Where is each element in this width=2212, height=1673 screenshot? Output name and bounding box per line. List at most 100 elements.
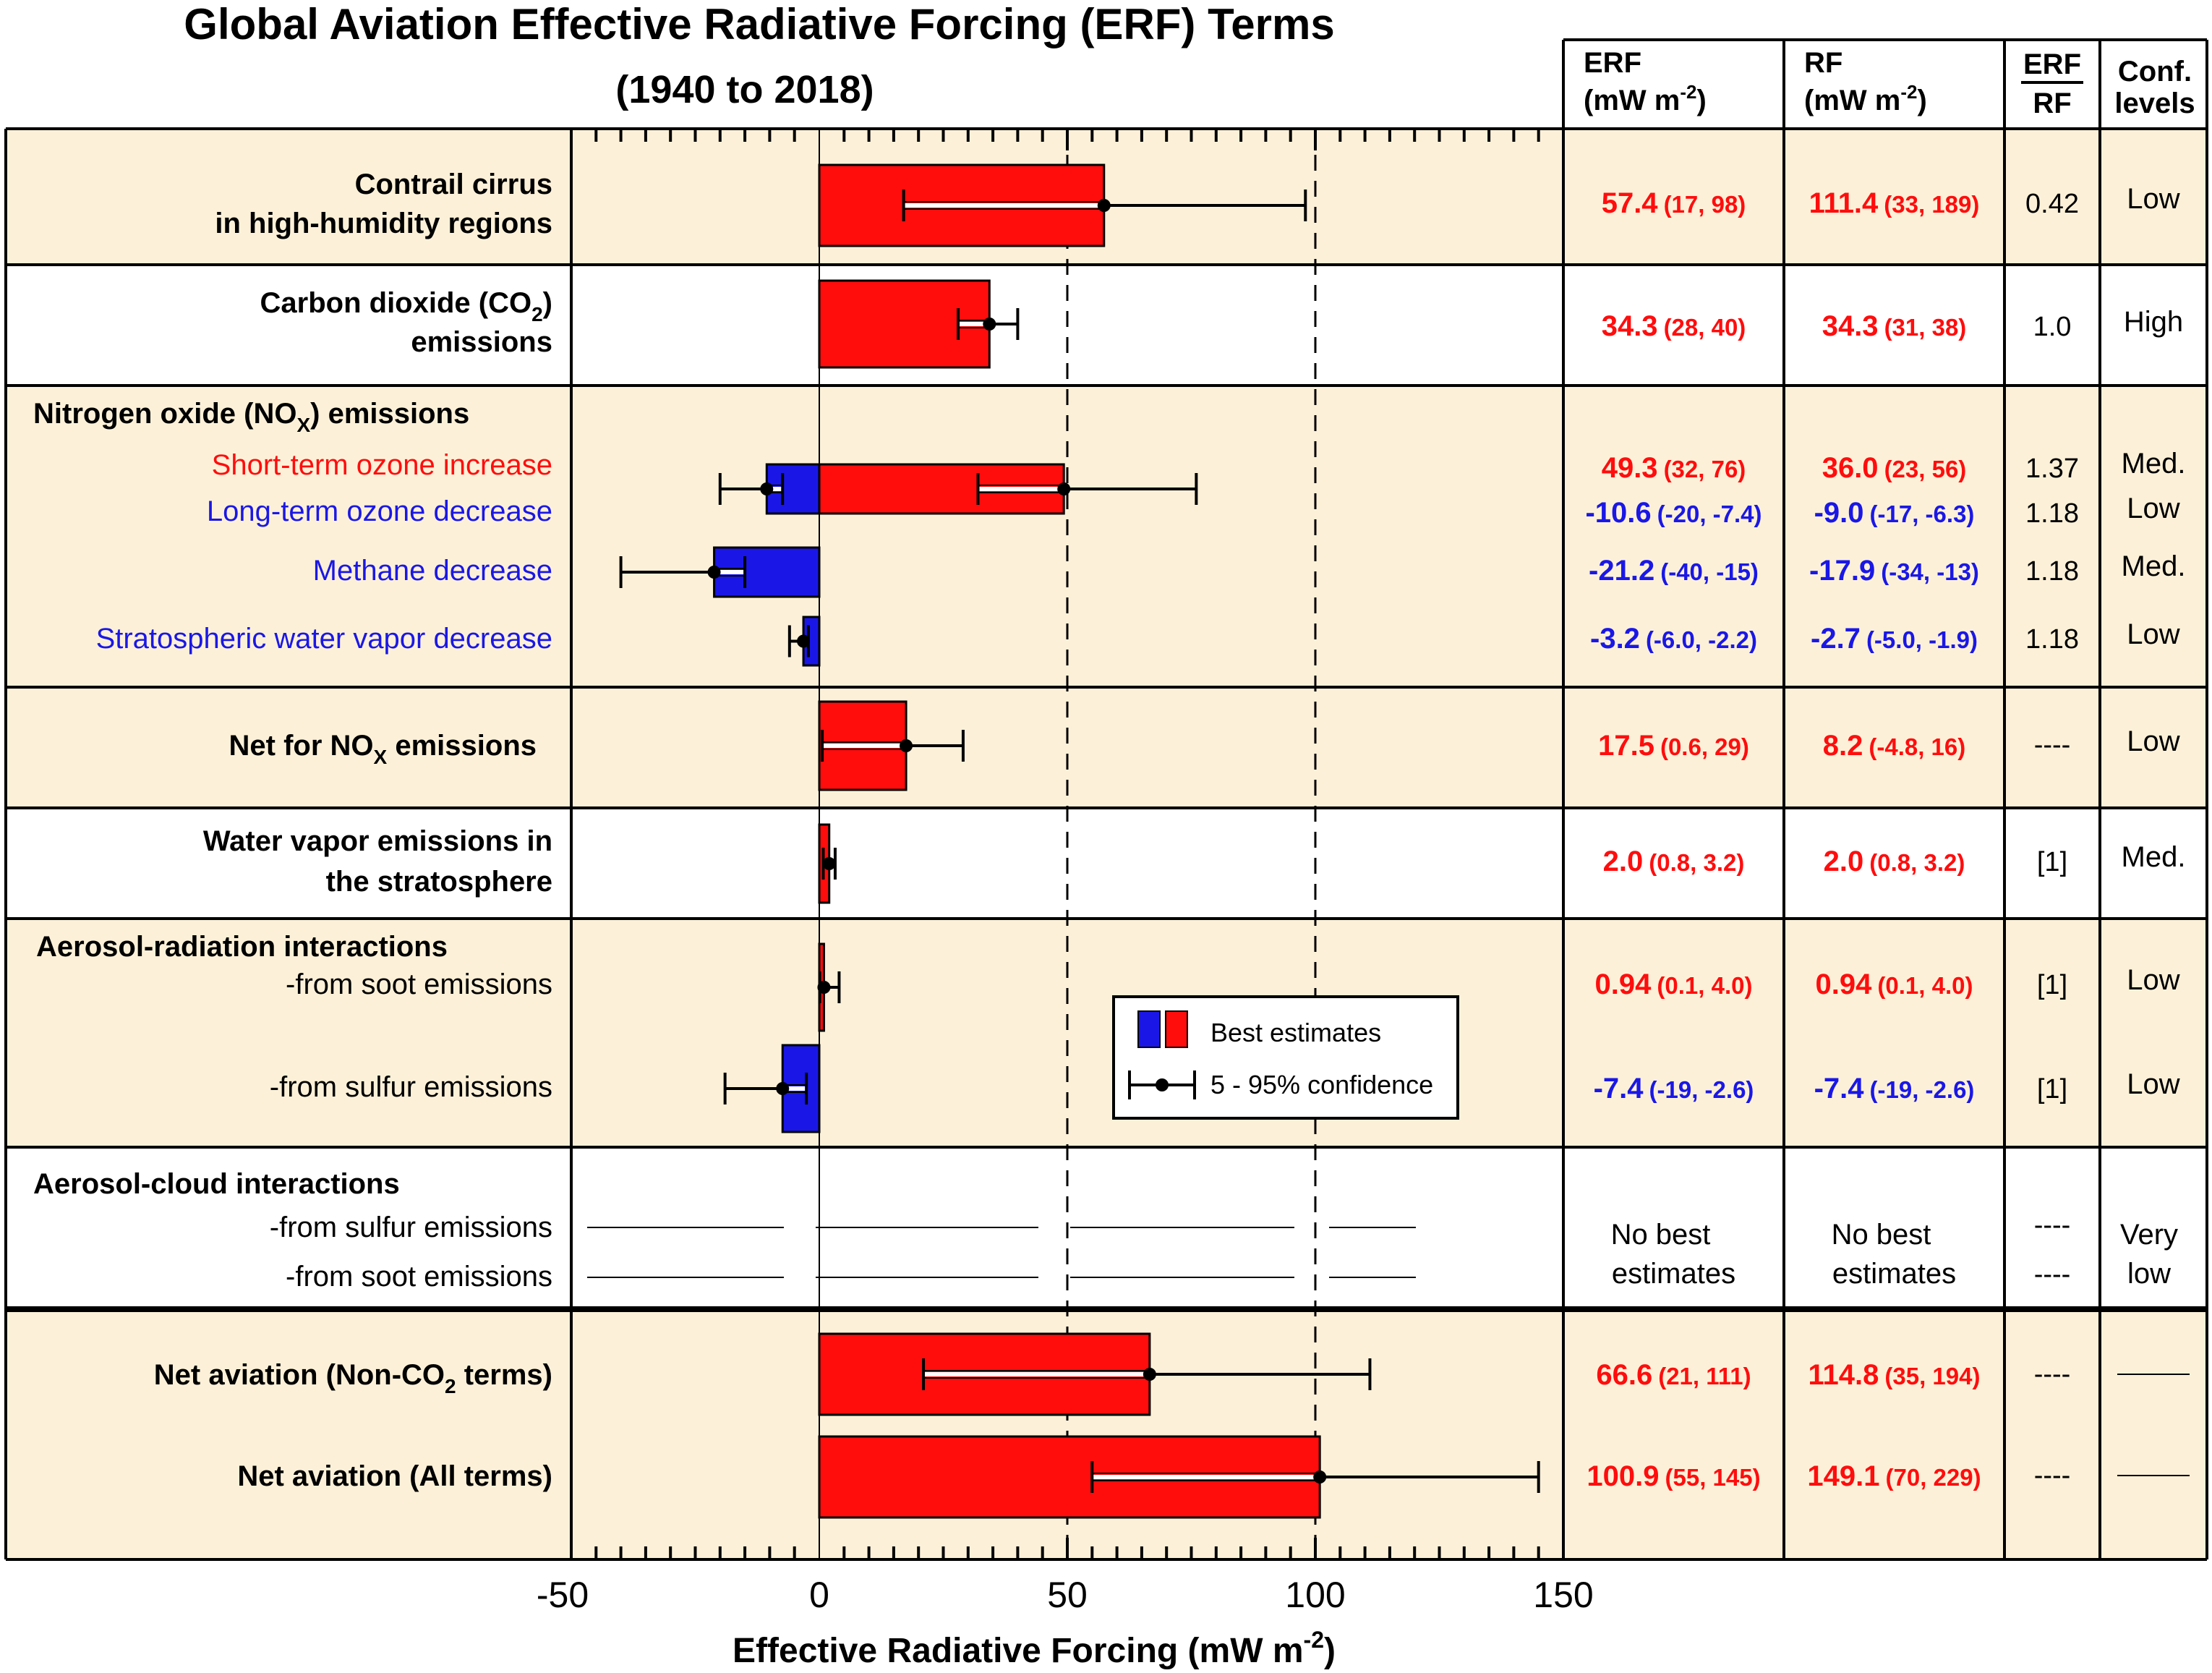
x-tick-label-0: -50 (537, 1575, 589, 1615)
label-long-term-ozone: Long-term ozone decrease (207, 495, 552, 527)
conf-header-top: Conf. (2118, 56, 2192, 88)
rf-value-4: -17.9 (-34, -13) (1809, 555, 1979, 587)
erf-value-9: -7.4 (-19, -2.6) (1594, 1073, 1754, 1104)
erf-range-4: (-40, -15) (1660, 558, 1759, 585)
x-tick-label-2: 50 (1047, 1575, 1088, 1615)
ratio-value-0: 0.42 (2025, 189, 2079, 219)
conf-value-4: Med. (2122, 550, 2186, 582)
x-tick-label-3: 100 (1285, 1575, 1345, 1615)
erf-range-10: (21, 111) (1658, 1363, 1751, 1389)
label-water-vapor-line1: Water vapor emissions in (203, 825, 552, 857)
rf-value-1: 34.3 (31, 38) (1822, 310, 1967, 342)
label-nox-sub: X (296, 414, 310, 436)
legend-swatch-positive (1165, 1010, 1188, 1048)
rf-best-9: -7.4 (1814, 1073, 1865, 1104)
ratio-value-6: ---- (2034, 730, 2071, 760)
conf-value-9: Low (2127, 1068, 2179, 1100)
ratio-value-4: 1.18 (2025, 556, 2079, 587)
aerosol-cloud-section: No best estimates No best estimates ---- ----… (587, 1210, 2178, 1290)
label-net-aviation-nonco2-main: Net aviation (Non-CO (154, 1359, 445, 1391)
aer-cloud-erf-text1: No best (1611, 1219, 1711, 1251)
label-aer-rad-sulfur: -from sulfur emissions (270, 1071, 552, 1103)
rf-range-7: (0.8, 3.2) (1869, 849, 1965, 876)
errorbar-dot-0 (1097, 199, 1111, 212)
erf-range-3: (-20, -7.4) (1657, 501, 1762, 527)
legend-bars-label: Best estimates (1210, 1018, 1381, 1047)
label-co2-line1: Carbon dioxide (CO2) (260, 287, 552, 325)
erf-range-1: (28, 40) (1664, 314, 1746, 341)
erf-range-0: (17, 98) (1664, 191, 1746, 218)
rf-best-6: 8.2 (1823, 730, 1863, 762)
label-co2-tail: ) (543, 287, 552, 319)
ratio-value-9: [1] (2037, 1074, 2067, 1104)
erf-value-11: 100.9 (55, 145) (1587, 1460, 1760, 1492)
ratio-value-1: 1.0 (2033, 312, 2072, 342)
legend: Best estimates 5 - 95% confidence (1112, 995, 1459, 1120)
rf-range-9: (-19, -2.6) (1870, 1076, 1975, 1103)
errorbar-dot-2 (1057, 482, 1071, 495)
label-nox-main: Nitrogen oxide (NO (33, 398, 296, 430)
ratio-value-7: [1] (2037, 847, 2067, 877)
rf-range-5: (-5.0, -1.9) (1866, 626, 1978, 653)
rf-best-7: 2.0 (1824, 846, 1864, 877)
rf-value-7: 2.0 (0.8, 3.2) (1824, 846, 1965, 877)
label-net-nox: Net for NOX emissions (229, 730, 537, 768)
aer-cloud-erf-text2: estimates (1612, 1258, 1735, 1290)
aer-cloud-conf1: Very (2120, 1219, 2178, 1251)
label-net-nox-sub: X (374, 746, 388, 768)
aer-cloud-ratio1: ---- (2034, 1210, 2071, 1240)
erf-best-9: -7.4 (1594, 1073, 1644, 1104)
conf-value-5: Low (2127, 618, 2179, 650)
legend-swatch-negative (1137, 1010, 1161, 1048)
errorbar-dot-6 (900, 739, 913, 752)
rf-best-1: 34.3 (1822, 310, 1879, 342)
erf-value-0: 57.4 (17, 98) (1602, 187, 1746, 219)
label-aerosol-cloud-heading: Aerosol-cloud interactions (33, 1168, 400, 1200)
data-marks (619, 163, 1540, 1519)
panel-bg-3 (6, 687, 2207, 808)
erf-best-3: -10.6 (1585, 497, 1651, 529)
label-net-nox-main: Net for NO (229, 730, 374, 762)
label-nox-tail: ) emissions (310, 398, 469, 430)
erf-range-6: (0.6, 29) (1660, 733, 1749, 760)
erf-value-2: 49.3 (32, 76) (1602, 452, 1746, 484)
panel-bg-2 (6, 386, 2207, 687)
rf-range-6: (-4.8, 16) (1869, 733, 1965, 760)
erf-value-7: 2.0 (0.8, 3.2) (1603, 846, 1745, 877)
errorbar-dot-10 (1143, 1368, 1156, 1381)
row-labels: Contrail cirrus in high-humidity regions C… (33, 169, 552, 1492)
erf-value-4: -21.2 (-40, -15) (1589, 555, 1759, 587)
erf-value-5: -3.2 (-6.0, -2.2) (1590, 623, 1757, 655)
label-contrail-line1: Contrail cirrus (355, 169, 552, 200)
errorbar-dot-5 (797, 634, 811, 648)
rf-best-2: 36.0 (1822, 452, 1879, 484)
conf-value-0: Low (2127, 183, 2179, 215)
label-water-vapor-line2: the stratosphere (326, 866, 552, 898)
label-strat-water-vapor: Stratospheric water vapor decrease (96, 623, 552, 655)
label-short-term-ozone: Short-term ozone increase (212, 449, 552, 481)
erf-best-6: 17.5 (1598, 730, 1654, 762)
erf-value-6: 17.5 (0.6, 29) (1598, 730, 1749, 762)
label-net-nox-tail: emissions (387, 730, 537, 762)
label-net-aviation-nonco2-tail: terms) (456, 1359, 552, 1391)
errorbar-dot-3 (760, 482, 774, 495)
label-co2-line2: emissions (411, 326, 552, 358)
rf-value-8: 0.94 (0.1, 4.0) (1816, 969, 1973, 1000)
rf-range-3: (-17, -6.3) (1870, 501, 1975, 527)
errorbar-dot-7 (822, 857, 836, 870)
ratio-value-2: 1.37 (2025, 454, 2079, 484)
rf-value-0: 111.4 (33, 189) (1809, 187, 1980, 219)
ratio-value-11: ---- (2034, 1460, 2071, 1491)
erf-best-1: 34.3 (1602, 310, 1658, 342)
aer-cloud-ratio2: ---- (2034, 1259, 2071, 1290)
rf-best-4: -17.9 (1809, 555, 1875, 587)
erf-range-9: (-19, -2.6) (1649, 1076, 1754, 1103)
errorbar-dot-8 (817, 981, 831, 994)
erf-unit-header: (mW m-2) (1584, 81, 1707, 116)
aer-cloud-rf-text1: No best (1832, 1219, 1931, 1251)
label-net-aviation-nonco2: Net aviation (Non-CO2 terms) (154, 1359, 552, 1397)
label-aer-cloud-soot: -from soot emissions (286, 1261, 552, 1293)
